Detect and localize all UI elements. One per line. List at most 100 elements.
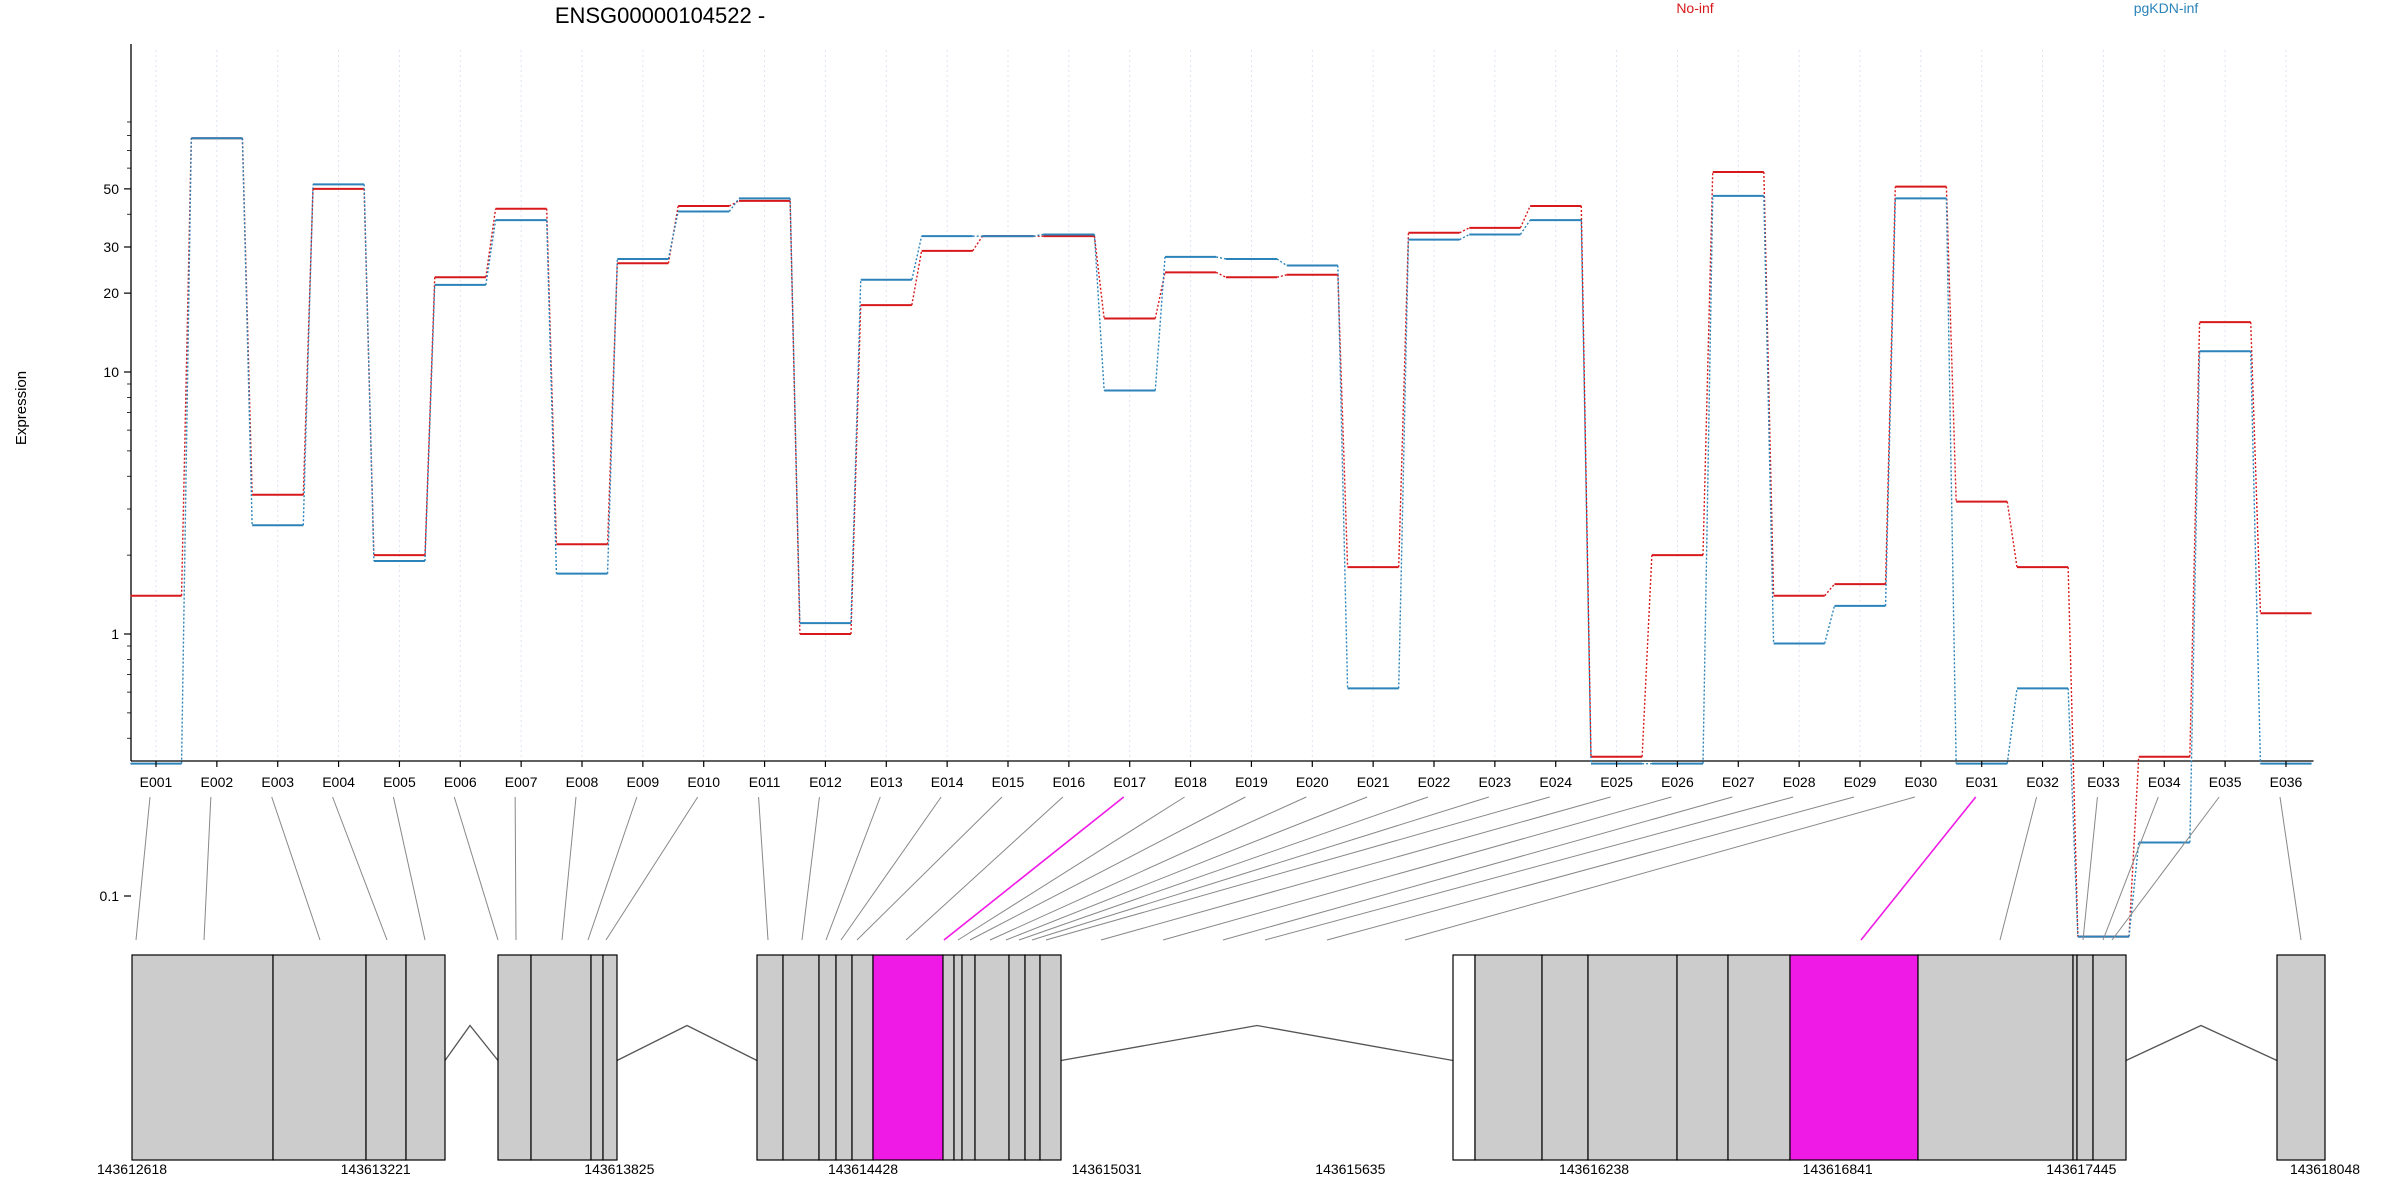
y-tick-label: 0.1 [100, 888, 120, 904]
series-no-inf-connector [1215, 271, 1227, 278]
y-tick-label: 10 [103, 364, 119, 380]
series-no-inf-connector [1641, 555, 1653, 757]
x-tick-label-e009: E009 [627, 774, 660, 790]
connector-e012 [801, 796, 820, 941]
x-tick-label-e036: E036 [2270, 774, 2303, 790]
connector-e002 [203, 796, 212, 941]
connector-e036 [2279, 796, 2302, 941]
x-tick-label-e024: E024 [1539, 774, 1572, 790]
series-no-inf-connector [302, 188, 314, 495]
x-tick-label-e031: E031 [1965, 774, 1998, 790]
intron-line [444, 1024, 499, 1061]
connector-e018 [957, 796, 1185, 941]
y-tick-label: 30 [103, 239, 119, 255]
series-no-inf-connector [363, 188, 375, 556]
connector-e013 [825, 796, 881, 941]
connector-e025 [1100, 796, 1611, 941]
exon-box [1024, 954, 1041, 1161]
x-tick-label-e033: E033 [2087, 774, 2120, 790]
exon-box [1541, 954, 1589, 1161]
highlighted-exon-box [1789, 954, 1919, 1161]
x-tick-label-e020: E020 [1296, 774, 1329, 790]
x-tick-label-e015: E015 [992, 774, 1025, 790]
exon-box [602, 954, 618, 1161]
genomic-coordinate-labels: 143612618 143613221 143613825 143614428 1436… [97, 1161, 2360, 1177]
connector-e005 [392, 796, 426, 941]
connector-e019 [969, 796, 1246, 941]
x-tick-label-e013: E013 [870, 774, 903, 790]
highlighted-exon-box [872, 954, 944, 1161]
connector-e009 [587, 796, 638, 941]
series-pgkdn-inf-connector [2250, 351, 2262, 764]
series-pgkdn-inf-connector [546, 220, 558, 574]
coordinate-label: 143616841 [1803, 1161, 1873, 1177]
x-tick-label-e004: E004 [322, 774, 355, 790]
series-pgkdn-inf-connector [606, 258, 618, 574]
series-no-inf-connector [789, 200, 801, 635]
series-no-inf-connector [485, 208, 497, 278]
series-pgkdn-inf-connector [485, 219, 497, 286]
series-pgkdn-inf-connector [1033, 233, 1044, 237]
series-pgkdn-inf-connector [1519, 219, 1531, 235]
series-pgkdn-inf-connector [1154, 256, 1166, 391]
series-pgkdn-inf-connector [850, 279, 862, 624]
connector-e008 [561, 796, 577, 941]
series-pgkdn-inf-connector [2006, 688, 2018, 764]
series-pgkdn-inf-connector [302, 184, 314, 526]
coordinate-label: 143614428 [828, 1161, 898, 1177]
axes: 0.1 1 10 20 30 50 [100, 44, 2314, 904]
series-pgkdn-inf-connector [1945, 198, 1957, 764]
exon-box [818, 954, 837, 1161]
exon-box [590, 954, 604, 1161]
legend-label-no-inf: No-inf [1676, 0, 1713, 16]
coordinate-label: 143617445 [2046, 1161, 2116, 1177]
x-tick-label-e032: E032 [2026, 774, 2059, 790]
series-pgkdn-inf-connector [363, 184, 375, 561]
chart-title: ENSG00000104522 - [555, 3, 765, 28]
x-tick-label-e018: E018 [1174, 774, 1207, 790]
x-tick-label-e035: E035 [2209, 774, 2242, 790]
x-tick-label-e012: E012 [809, 774, 842, 790]
series-no-inf-connector [1824, 583, 1835, 597]
unexpressed-exon-box [1452, 954, 1476, 1161]
intron-line [1060, 1024, 1454, 1062]
y-axis-label: Expression [13, 371, 30, 445]
exon-box [2072, 954, 2078, 1161]
series-no-inf-connector [1763, 171, 1775, 596]
x-tick-label-e002: E002 [201, 774, 234, 790]
exon-box [497, 954, 532, 1161]
series-no-inf-connector [1276, 274, 1287, 278]
series-pgkdn-inf-connector [2189, 351, 2201, 843]
series-no-inf-connector [1337, 274, 1349, 568]
exon-tick-labels: E001 E002 E003 E004 E005 E006 E007 E008 E009 E010… [140, 761, 2303, 790]
x-tick-label-e022: E022 [1418, 774, 1451, 790]
exon-box [1676, 954, 1729, 1161]
x-tick-label-e014: E014 [931, 774, 964, 790]
series-no-inf-connector [911, 250, 923, 306]
exon-box [2276, 954, 2326, 1161]
x-tick-label-e001: E001 [140, 774, 173, 790]
series-pgkdn-inf-connector [1276, 258, 1288, 267]
series-pgkdn-inf-connector [1093, 234, 1105, 391]
connector-e006 [453, 796, 499, 941]
exon-box [2092, 954, 2127, 1161]
exon-box [131, 954, 274, 1161]
series-no-inf-connector [2067, 567, 2079, 937]
series-pgkdn-inf-connector [1337, 265, 1349, 689]
exon-box [835, 954, 853, 1161]
series-no-inf-connector [2250, 322, 2262, 614]
series-pgkdn-inf-connector [180, 138, 192, 764]
x-tick-label-e008: E008 [566, 774, 599, 790]
exon-box [1474, 954, 1543, 1161]
legend-label-pgkdn-inf: pgKDN-inf [2134, 0, 2199, 16]
intron-line [616, 1024, 758, 1062]
y-tick-label: 50 [103, 181, 119, 197]
connector-e027 [1222, 796, 1733, 941]
x-tick-label-e021: E021 [1357, 774, 1390, 790]
exon-box [272, 954, 367, 1161]
coordinate-label: 143616238 [1559, 1161, 1629, 1177]
x-tick-label-e011: E011 [749, 774, 781, 790]
series-pgkdn-inf-connector [1763, 195, 1775, 644]
exon-box [1587, 954, 1678, 1161]
